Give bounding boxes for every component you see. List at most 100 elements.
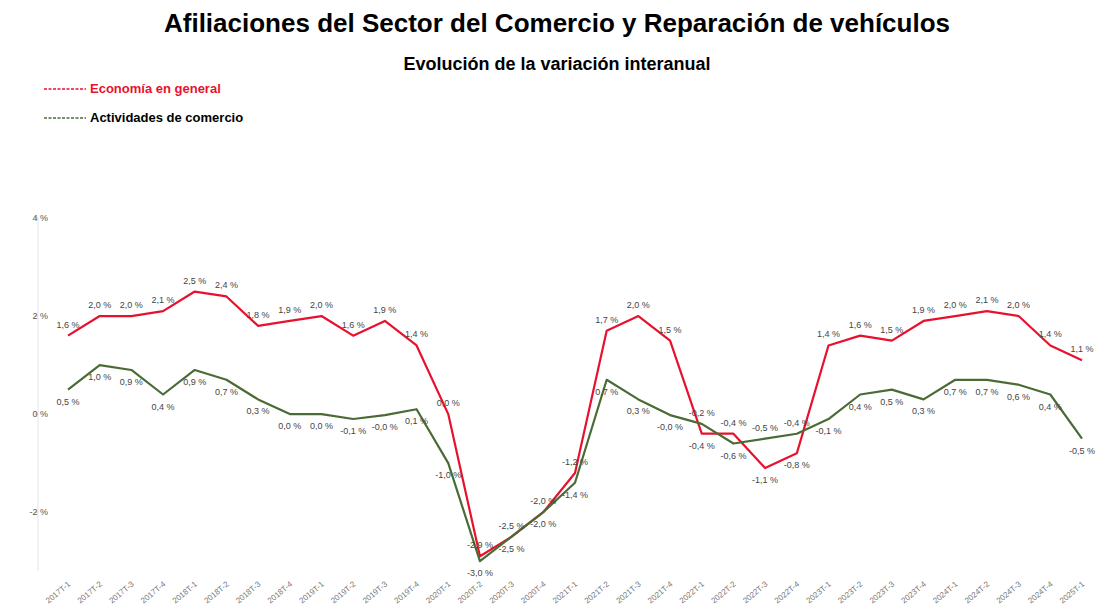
data-label: -0,0 % [657, 422, 683, 432]
x-tick-label: 2024T-1 [931, 579, 960, 605]
data-label: 0,7 % [944, 387, 967, 397]
x-tick-label: 2018T-1 [171, 579, 200, 605]
x-tick-label: 2024T-4 [1026, 579, 1055, 605]
data-label: 0,7 % [595, 387, 618, 397]
data-label: -0,1 % [815, 426, 841, 436]
data-label: 1,4 % [1039, 329, 1062, 339]
data-label: -0,0 % [372, 422, 398, 432]
x-tick-label: 2024T-3 [995, 579, 1024, 605]
data-label: 1,0 % [88, 372, 111, 382]
data-label: -0,4 % [784, 418, 810, 428]
data-label: 0,3 % [247, 406, 270, 416]
data-label: -0,2 % [689, 408, 715, 418]
x-tick-label: 2022T-3 [741, 579, 770, 605]
data-label: 2,0 % [1007, 300, 1030, 310]
data-label: 1,4 % [817, 329, 840, 339]
data-label: -0,5 % [1069, 446, 1095, 456]
y-tick-label: 0 % [32, 409, 48, 419]
data-label: 0,4 % [152, 402, 175, 412]
data-label: 0,3 % [912, 406, 935, 416]
data-label: 1,4 % [405, 329, 428, 339]
x-tick-label: 2019T-4 [393, 579, 422, 605]
data-label: 2,5 % [183, 276, 206, 286]
data-label: 2,1 % [975, 295, 998, 305]
data-label: 0,1 % [405, 416, 428, 426]
data-label: 2,0 % [310, 300, 333, 310]
y-axis-line [38, 218, 39, 571]
data-label: -1,1 % [752, 475, 778, 485]
data-label: 2,4 % [215, 280, 238, 290]
legend-symbol [44, 117, 86, 119]
chart: Afiliaciones del Sector del Comercio y R… [0, 0, 1114, 615]
data-label: 2,0 % [88, 300, 111, 310]
data-label: 0,9 % [183, 377, 206, 387]
x-tick-label: 2019T-3 [361, 579, 390, 605]
x-tick-label: 2024T-2 [963, 579, 992, 605]
x-tick-label: 2017T-3 [107, 579, 136, 605]
title: Afiliaciones del Sector del Comercio y R… [164, 8, 950, 38]
series-line [68, 365, 1082, 561]
data-label: -2,9 % [467, 540, 493, 550]
x-tick-label: 2018T-2 [202, 579, 231, 605]
data-label: -0,1 % [340, 426, 366, 436]
y-tick-label: 4 % [32, 213, 48, 223]
x-tick-label: 2022T-4 [773, 579, 802, 605]
data-label: -0,5 % [752, 423, 778, 433]
x-tick-label: 2023T-1 [805, 579, 834, 605]
data-label: 1,7 % [595, 315, 618, 325]
data-label: 1,6 % [342, 320, 365, 330]
legend: Economía en generalActividades de comerc… [44, 81, 243, 125]
x-tick-label: 2021T-3 [614, 579, 643, 605]
data-label: -2,0 % [530, 496, 556, 506]
x-tick-label: 2017T-4 [139, 579, 168, 605]
x-tick-label: 2020T-4 [519, 579, 548, 605]
data-label: 0,4 % [1039, 402, 1062, 412]
data-label: 2,0 % [627, 300, 650, 310]
lines [68, 292, 1082, 562]
x-tick-label: 2023T-2 [836, 579, 865, 605]
data-label: 2,0 % [944, 300, 967, 310]
data-label: 1,6 % [56, 320, 79, 330]
x-tick-label: 2018T-3 [234, 579, 263, 605]
data-label: 0,7 % [215, 387, 238, 397]
data-label: 0,4 % [849, 402, 872, 412]
data-label: 1,1 % [1070, 344, 1093, 354]
data-label: 1,8 % [247, 310, 270, 320]
subtitle: Evolución de la variación interanual [403, 54, 710, 74]
series-line [68, 292, 1082, 557]
data-label: 0,6 % [1007, 392, 1030, 402]
data-label: -0,8 % [784, 460, 810, 470]
x-tick-label: 2023T-4 [900, 579, 929, 605]
x-tick-label: 2021T-2 [583, 579, 612, 605]
x-tick-label: 2020T-3 [488, 579, 517, 605]
data-label: -3,0 % [467, 568, 493, 578]
data-label: 0,5 % [56, 397, 79, 407]
data-label: -2,5 % [499, 544, 525, 554]
data-label: 1,9 % [278, 305, 301, 315]
data-label: -1,0 % [435, 470, 461, 480]
data-label: 2,0 % [120, 300, 143, 310]
data-label: 0,0 % [278, 421, 301, 431]
data-label: 1,5 % [659, 325, 682, 335]
x-tick-label: 2021T-4 [646, 579, 675, 605]
data-label: 2,1 % [152, 295, 175, 305]
x-tick-label: 2025T-1 [1058, 579, 1087, 605]
data-label: -0,4 % [720, 418, 746, 428]
data-label: 0,0 % [437, 398, 460, 408]
data-label: -0,4 % [689, 441, 715, 451]
x-tick-label: 2017T-1 [44, 579, 73, 605]
x-tick-label: 2021T-1 [551, 579, 580, 605]
y-tick-label: 2 % [32, 311, 48, 321]
data-label: 0,3 % [627, 406, 650, 416]
data-label: 0,9 % [120, 377, 143, 387]
data-label: -2,0 % [530, 519, 556, 529]
data-label: 0,0 % [310, 421, 333, 431]
data-label: -2,5 % [499, 521, 525, 531]
x-tick-label: 2018T-4 [266, 579, 295, 605]
data-label: 1,9 % [373, 305, 396, 315]
x-tick-label: 2020T-2 [456, 579, 485, 605]
data-label: 1,9 % [912, 305, 935, 315]
x-tick-label: 2019T-1 [298, 579, 327, 605]
x-tick-label: 2019T-2 [329, 579, 358, 605]
x-tick-label: 2023T-3 [868, 579, 897, 605]
